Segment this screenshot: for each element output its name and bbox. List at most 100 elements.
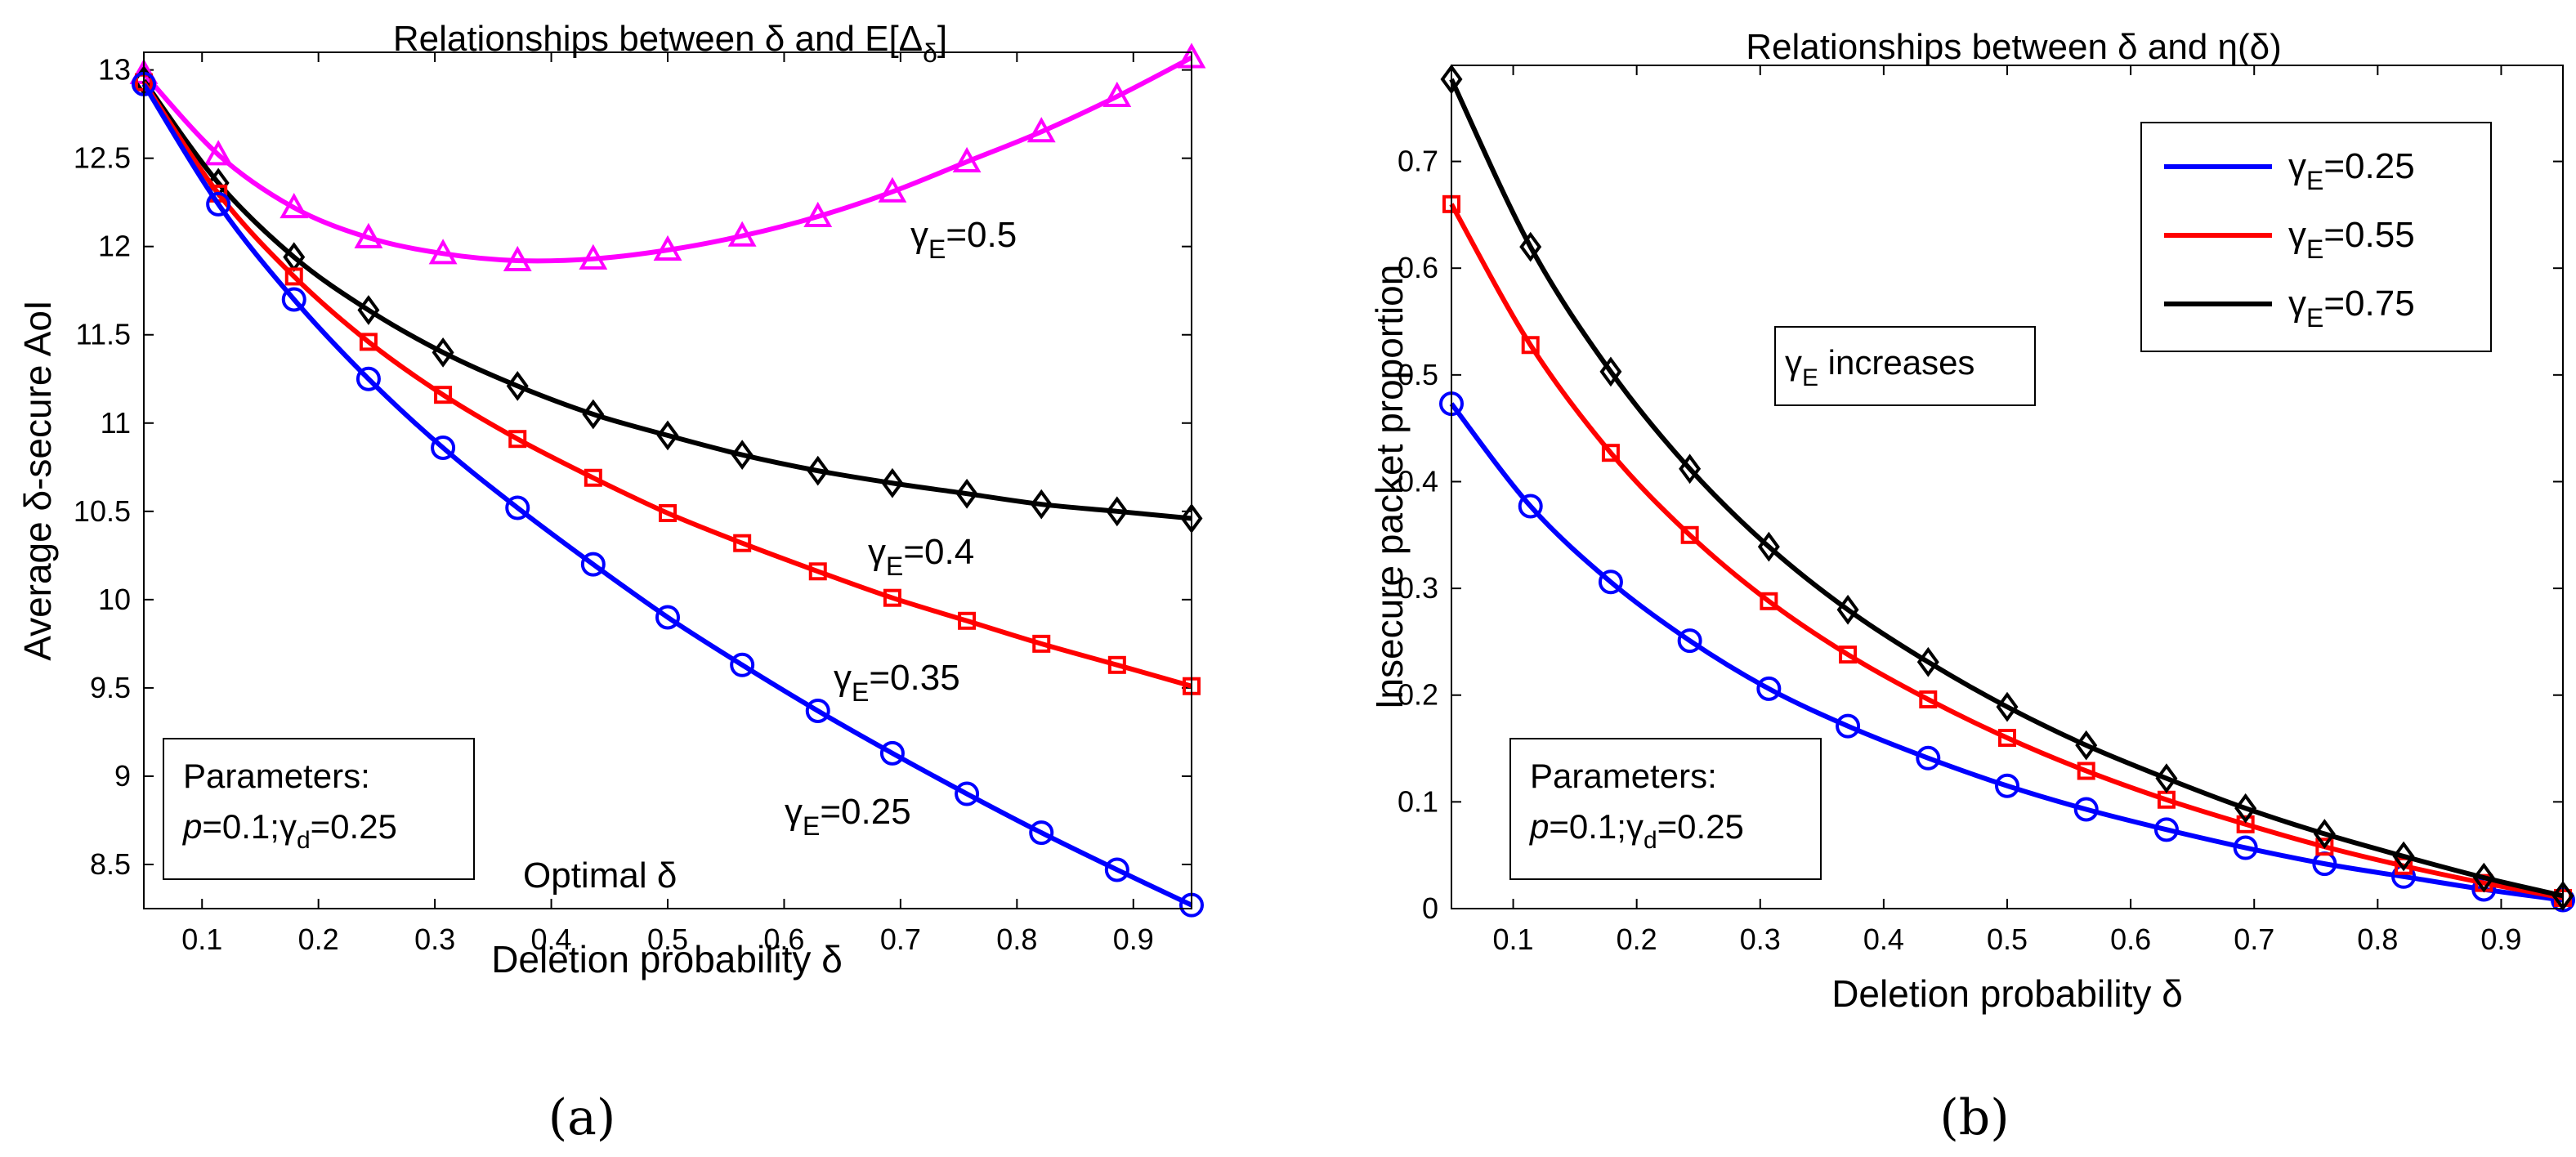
x-tick-label: 0.5: [647, 922, 688, 956]
panel-b-caption: (b): [1939, 1089, 2009, 1146]
marker-gamma-0.25-point-7: [1995, 773, 2019, 798]
marker-gamma-0.55-point-11: [2315, 838, 2334, 856]
marker-gamma-0.25-point-13: [1104, 857, 1129, 882]
x-tick-label: 0.7: [880, 922, 921, 956]
marker-gamma-0.55-point-5: [1839, 646, 1858, 664]
y-tick-label: 12.5: [74, 141, 131, 175]
marker-gamma-0.5-point-13: [1102, 81, 1132, 108]
panel-a-axes: 0.1 0.2 0.3 0.4 0.5 0.6 0.7 0.8 0.9 8.5 9 9.5 10 10.5…: [74, 52, 1192, 956]
panel-b-series: [1439, 64, 2575, 913]
series-line-gamma-0.35: [141, 81, 1192, 689]
series-line-gamma-0.55: [1449, 203, 2564, 900]
marker-gamma-0.75-point-3: [1679, 453, 1702, 485]
params-values: p=0.1;γd=0.25: [1528, 807, 1744, 854]
marker-gamma-0.35-point-12: [1032, 634, 1051, 653]
y-tick-label: 0.1: [1398, 784, 1438, 818]
marker-gamma-0.75-point-9: [2155, 763, 2178, 794]
legend-label-0.75: γE=0.75: [2288, 284, 2415, 333]
marker-gamma-0.25-point-2: [1598, 570, 1623, 595]
optimal-delta-label: Optimal δ: [523, 855, 677, 896]
x-tick-label: 0.3: [1740, 922, 1781, 956]
x-tick-label: 0.8: [2357, 922, 2398, 956]
params-heading: Parameters:: [183, 757, 370, 795]
x-tick-label: 0.1: [1493, 922, 1534, 956]
y-tick-label: 10.5: [74, 494, 131, 528]
panel-a: Relationships between δ and E[Δδ] 0.1 0.2…: [16, 19, 1206, 1146]
x-tick-label: 0.6: [763, 922, 804, 956]
marker-gamma-0.55-point-1: [1521, 336, 1540, 355]
x-tick-label: 0.4: [1863, 922, 1904, 956]
y-tick-label: 13: [98, 53, 131, 87]
marker-gamma-0.35-point-8: [733, 534, 752, 552]
gamma-increases-box: γE increases: [1774, 326, 2036, 406]
y-tick-label: 9.5: [90, 671, 131, 704]
marker-gamma-0.25-point-6: [1916, 745, 1941, 771]
marker-gamma-0.5-point-6: [579, 243, 608, 270]
panel-b-y-label: Insecure packet proportion: [1368, 265, 1411, 710]
marker-gamma-0.25-point-6: [580, 552, 606, 577]
panel-b-legend: γE=0.25 γE=0.55 γE=0.75: [2140, 122, 2492, 352]
marker-gamma-0.25-point-12: [1029, 820, 1054, 846]
legend-label-0.25: γE=0.25: [2288, 146, 2415, 195]
y-tick-label: 0.2: [1398, 678, 1438, 712]
panel-a-title: Relationships between δ and E[Δδ]: [393, 19, 947, 68]
marker-gamma-0.5-point-12: [1026, 117, 1056, 143]
marker-gamma-0.75-point-7: [1996, 691, 2019, 722]
marker-gamma-0.75-point-12: [2392, 841, 2415, 872]
marker-gamma-0.4-point-3: [357, 295, 380, 325]
marker-gamma-0.75-point-11: [2313, 819, 2336, 849]
marker-gamma-0.5-point-2: [280, 193, 309, 219]
marker-gamma-0.25-point-4: [1756, 676, 1782, 701]
marker-gamma-0.35-point-9: [808, 562, 827, 581]
marker-gamma-0.25-point-8: [2073, 797, 2099, 822]
marker-gamma-0.4-point-8: [731, 440, 754, 471]
marker-gamma-0.55-point-7: [1998, 728, 2016, 747]
marker-gamma-0.35-point-2: [284, 267, 303, 286]
marker-gamma-0.75-point-5: [1836, 594, 1859, 625]
annotation-gamma-0.5: γE=0.5: [910, 215, 1017, 264]
x-tick-label: 0.6: [2110, 922, 2151, 956]
params-heading: Parameters:: [1530, 757, 1717, 795]
x-tick-label: 0.8: [996, 922, 1037, 956]
marker-gamma-0.5-point-3: [354, 222, 383, 248]
y-tick-label: 12: [98, 230, 131, 263]
x-tick-label: 0.5: [1987, 922, 2028, 956]
y-tick-label: 0.6: [1398, 251, 1438, 284]
annotation-gamma-0.35: γE=0.35: [834, 658, 960, 707]
x-tick-label: 0.9: [1113, 922, 1154, 956]
gamma-increases-label: γE increases: [1785, 343, 1974, 391]
marker-gamma-0.75-point-8: [2075, 730, 2098, 761]
y-tick-label: 0.5: [1398, 358, 1438, 391]
y-tick-label: 0.7: [1398, 145, 1438, 178]
x-tick-label: 0.3: [414, 922, 455, 956]
annotation-gamma-0.25: γE=0.25: [785, 792, 911, 841]
y-tick-label: 0.3: [1398, 571, 1438, 605]
y-tick-label: 11.5: [76, 318, 131, 351]
panel-a-x-label: Deletion probability δ: [491, 938, 843, 981]
marker-gamma-0.25-point-3: [356, 366, 381, 391]
marker-gamma-0.5-point-8: [727, 221, 757, 247]
marker-gamma-0.55-point-4: [1760, 592, 1778, 610]
marker-gamma-0.25-point-10: [879, 740, 905, 766]
marker-gamma-0.25-point-7: [655, 605, 680, 630]
series-line-gamma-0.5: [141, 55, 1193, 264]
panel-b-title: Relationships between δ and η(δ): [1746, 27, 2282, 67]
panel-b: Relationships between δ and η(δ) 0.1 0.2 0…: [1368, 27, 2575, 1146]
marker-gamma-0.55-point-10: [2236, 815, 2255, 833]
marker-gamma-0.35-point-4: [434, 386, 453, 404]
marker-gamma-0.5-point-9: [803, 201, 833, 227]
marker-gamma-0.4-point-10: [881, 467, 904, 498]
marker-gamma-0.25-point-11: [955, 781, 980, 806]
panel-a-parameters-box: Parameters: p=0.1;γd=0.25: [163, 738, 475, 880]
marker-gamma-0.75-point-1: [1519, 231, 1542, 262]
marker-gamma-0.4-point-5: [506, 371, 529, 401]
x-tick-label: 0.2: [1617, 922, 1657, 956]
x-tick-label: 0.4: [531, 922, 572, 956]
marker-gamma-0.75-point-2: [1599, 356, 1622, 387]
marker-gamma-0.4-point-7: [656, 420, 679, 451]
marker-gamma-0.25-point-4: [431, 436, 456, 461]
panel-b-parameters-box: Parameters: p=0.1;γd=0.25: [1509, 738, 1822, 880]
marker-gamma-0.75-point-6: [1916, 646, 1939, 677]
marker-gamma-0.75-point-4: [1757, 531, 1780, 562]
